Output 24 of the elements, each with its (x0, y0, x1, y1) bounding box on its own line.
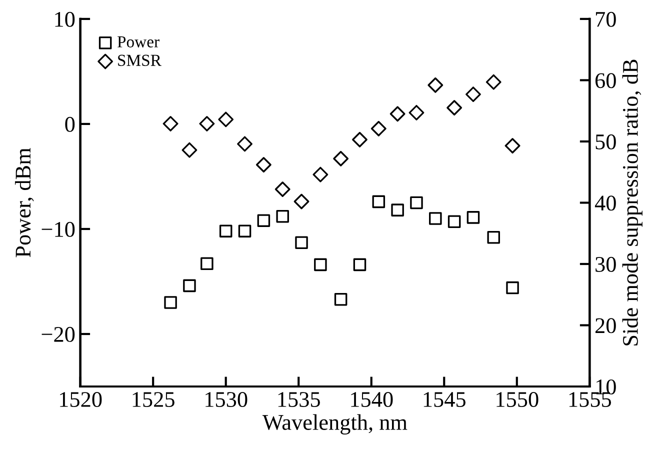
y2-tick-label: 40 (594, 196, 616, 211)
x-tick-label: 1520 (60, 392, 102, 408)
x-tick-label: 1550 (496, 392, 538, 408)
x-tick-label: 1555 (569, 392, 612, 408)
y2-tick-label: 10 (596, 379, 616, 394)
y2-axis-title: Side mode suppression ratio, dB (622, 60, 642, 346)
x-tick-label: 1530 (206, 392, 248, 408)
x-tick-label: 1535 (278, 392, 320, 408)
x-tick-label: 1540 (351, 392, 393, 408)
y2-tick-label: 20 (595, 318, 616, 334)
x-tick-label: 1545 (424, 392, 466, 408)
y-tick-label: 0 (65, 116, 75, 132)
legend-label: Power (117, 36, 160, 48)
y-axis-title: Power, dBm (14, 148, 34, 258)
y-tick-label: 10 (55, 12, 75, 27)
y2-tick-label: 60 (595, 73, 616, 88)
y2-tick-label: 70 (596, 12, 616, 27)
y-tick-label: −20 (42, 326, 75, 342)
legend-label: SMSR (118, 54, 162, 66)
y-tick-label: −10 (42, 222, 75, 237)
x-axis-title: Wavelength, nm (262, 414, 408, 435)
x-tick-label: 1525 (132, 392, 174, 408)
y2-tick-label: 30 (596, 256, 616, 272)
y2-tick-label: 50 (596, 134, 616, 150)
